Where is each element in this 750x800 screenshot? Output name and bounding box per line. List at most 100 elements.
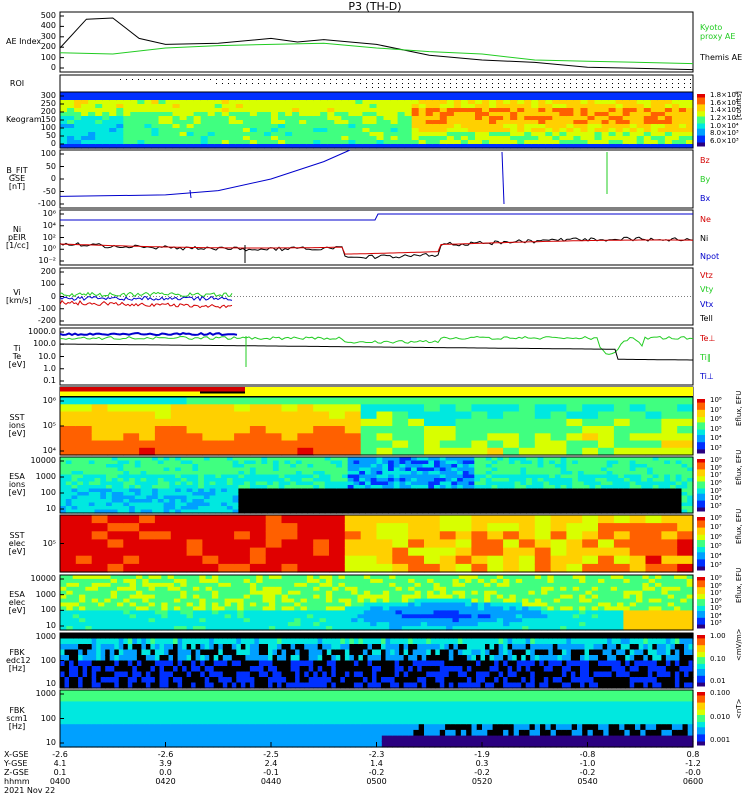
velocity-legend-3: Tell [700,313,713,323]
bfield-legend-0: Bz [700,155,710,165]
roi-dot [570,79,571,80]
esa_i-tick-label: 10 [45,504,56,513]
roi-dot [486,83,487,84]
roi-dot [654,87,655,88]
roi-dot [408,87,409,88]
ae-frame [59,11,694,73]
roi-dot [456,87,457,88]
esa_i-frame [59,456,694,514]
esa_e-tick-label: 1000 [35,589,56,599]
roi-dot [300,79,301,80]
sst_e-colorbar [697,517,705,571]
ae-legend-0: Kyoto proxy AE [700,23,736,41]
roi-dot [576,87,577,88]
roi-dot [450,79,451,80]
fbk_b-colorbar-label: 0.100 [710,689,731,697]
roi-dot [516,83,517,84]
roi-dot [654,79,655,80]
fbk_e-colorbar-label: 0.01 [710,677,726,685]
roi-dot [672,79,673,80]
sst_e-colorbar-label: 10⁶ [710,532,722,541]
roi-dot [378,87,379,88]
esa_e-frame [59,574,694,631]
footer-value: 1.4 [370,759,383,768]
roi-dot [246,83,247,84]
bx-glitch [189,189,192,199]
roi-dot [690,87,691,88]
bfield-tick-label: 50 [45,161,56,171]
velocity-legend-1: Vty [700,285,714,295]
roi-dot [486,79,487,80]
roi-dot [306,83,307,84]
keogram-colorbar-unit: [counts] [735,91,743,120]
keogram-colorbar-label: 1.6×10⁴ [710,98,739,107]
ae-tick-label: 400 [40,21,56,31]
roi-dot [366,83,367,84]
roi-dot [414,87,415,88]
roi-dot [504,79,505,80]
roi-dot [534,79,535,80]
roi-dot [612,87,613,88]
roi-dot [588,83,589,84]
footer-value: 2.4 [264,759,278,768]
sst_e-ylabel: SST elec [eV] [8,530,26,556]
roi-dot [228,83,229,84]
roi-dot [216,83,217,84]
roi-dot [246,79,247,80]
roi-dot [150,79,151,80]
roi-dot [444,87,445,88]
roi-dot [648,79,649,80]
temp-tick-label: 1.0 [43,363,56,373]
esa_i-ylabel: ESA ions [eV] [8,472,26,497]
roi-dot [552,83,553,84]
roi-dot [324,83,325,84]
kyoto-ae-line [59,42,694,65]
bfield-legend-1: By [700,175,711,184]
esa_e-ylabel: ESA elec [eV] [8,589,26,615]
roi-dot [528,79,529,80]
roi-dot [636,79,637,80]
footer-value: 0.3 [475,759,489,768]
keogram-tick-label: 100 [40,123,56,132]
roi-dot [492,83,493,84]
roi-dot [630,83,631,84]
roi-dot [330,79,331,80]
esa_i-colorbar-label: 10⁹ [710,456,722,464]
roi-dot [336,83,337,84]
esa_i-colorbar [697,459,705,512]
roi-dot [588,79,589,80]
roi-dot [678,87,679,88]
keogram-colorbar-label: 1.8×10⁴ [710,91,739,99]
velocity-tick-label: -100 [37,303,56,313]
sst_i-colorbar-label: 10⁵ [710,424,722,433]
roi-dot [474,87,475,88]
ae-tick-label: 300 [40,31,56,41]
roi-dot [564,83,565,84]
roi-dot [222,79,223,80]
roi-dot [468,79,469,80]
fbk_b-tick-label: 1000 [35,689,56,698]
sst_i-colorbar-label: 10⁸ [710,396,722,404]
roi-dot [438,79,439,80]
roi-dot [384,79,385,80]
roi-dot [240,79,241,80]
temp-legend-2: Ti⊥ [700,371,714,381]
esa_i-colorbar-label: 10⁸ [710,463,722,472]
roi-dot [498,79,499,80]
roi-dot [510,83,511,84]
roi-dot [366,79,367,80]
roi-dot [174,79,175,80]
roi-dot [684,83,685,84]
density-tick-label: 10⁰ [42,244,56,254]
keogram-tick-label: 200 [40,107,56,116]
fbk_e-spectrogram [60,633,694,689]
roi-dot [678,83,679,84]
themis-ae-line [59,17,694,71]
roi-dot [330,83,331,84]
footer-value: -1.0 [579,759,596,768]
density-legend-2: Npot [700,251,720,261]
roi-dot [564,87,565,88]
roi-dot [552,79,553,80]
esa_e-colorbar-label: 10⁸ [710,581,722,590]
bfield-tick-label: -50 [42,186,56,196]
